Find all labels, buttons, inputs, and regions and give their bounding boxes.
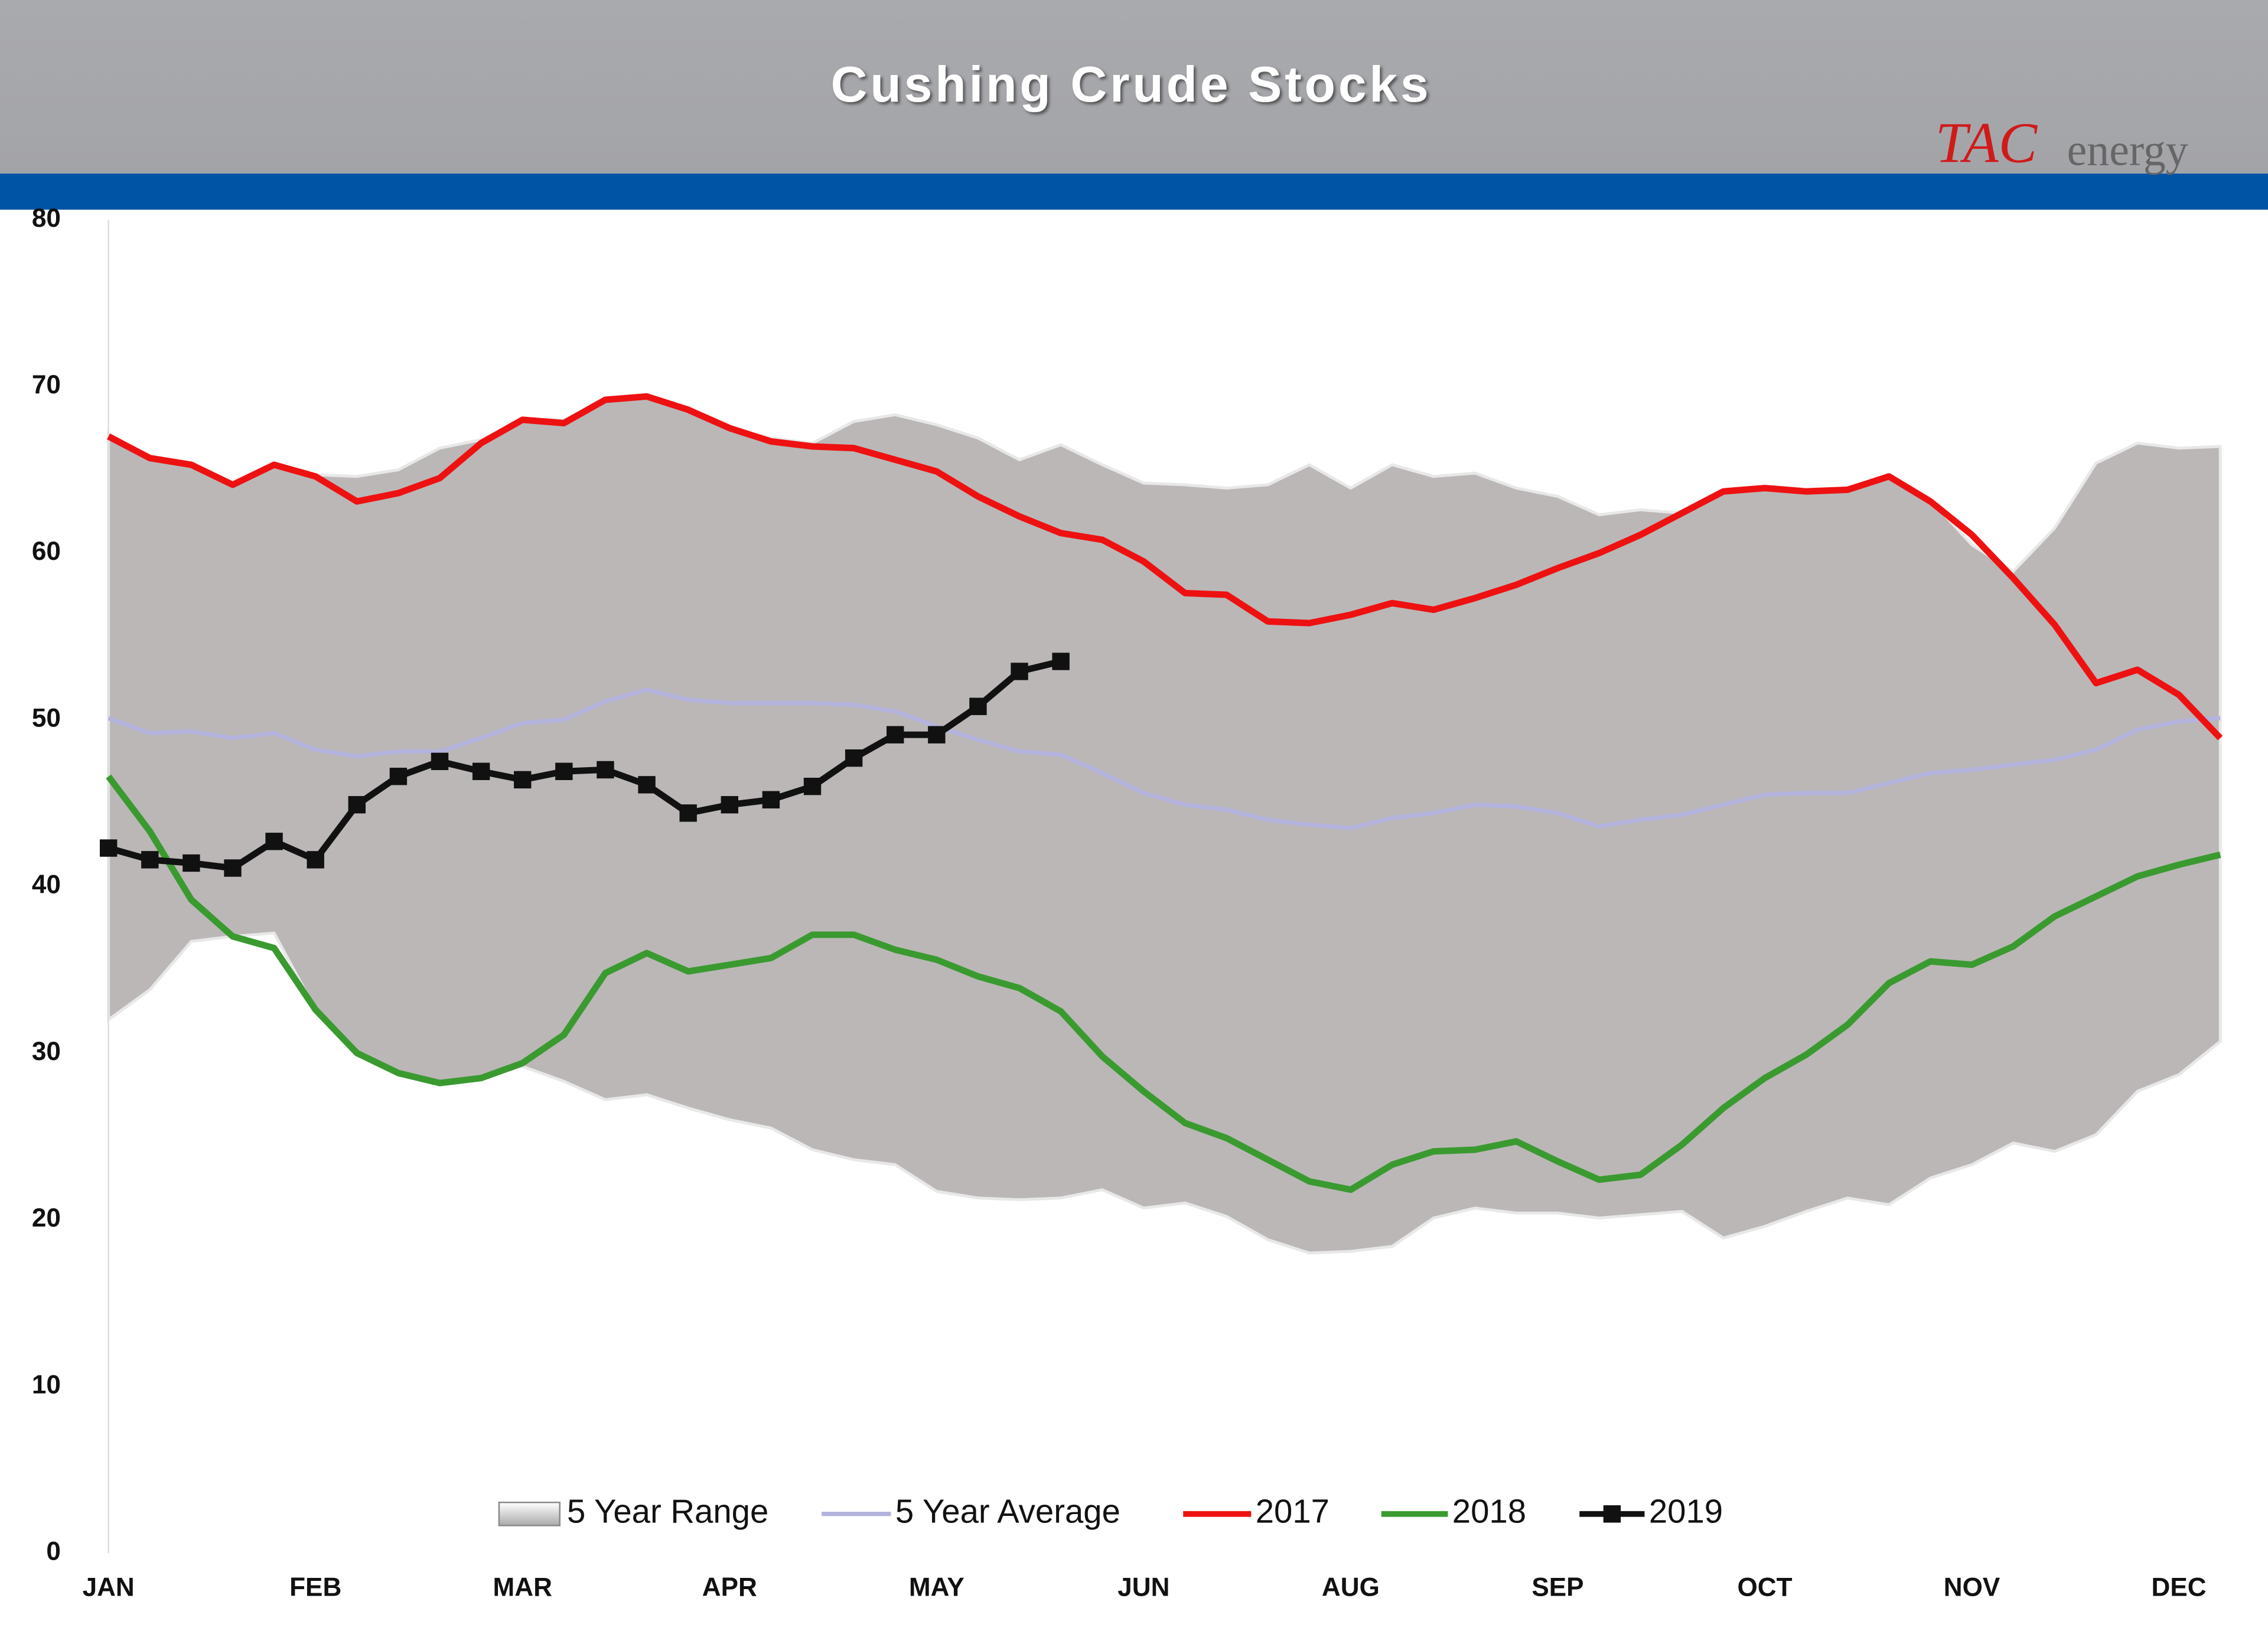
series-marker [183, 854, 200, 872]
logo-suffix: energy [2067, 125, 2188, 175]
series-marker [348, 796, 366, 814]
series-line [106, 774, 2221, 1193]
y-tick-label: 50 [32, 703, 61, 732]
x-tick-label: APR [702, 1573, 757, 1602]
y-tick-label: 30 [32, 1037, 61, 1066]
x-tick-label: FEB [289, 1573, 341, 1602]
x-tick-label: OCT [1737, 1573, 1792, 1602]
series-marker [141, 851, 159, 869]
legend-marker [1603, 1505, 1621, 1523]
range-area [107, 394, 2222, 1255]
x-tick-label: AUG [1322, 1573, 1380, 1602]
series-marker [679, 804, 697, 822]
legend-label: 5 Year Range [567, 1493, 768, 1530]
series-marker [969, 697, 987, 715]
series-marker [99, 839, 118, 857]
x-tick-label: MAR [493, 1573, 552, 1602]
y-tick-label: 0 [46, 1537, 61, 1566]
series-marker [307, 851, 324, 869]
series-marker [265, 833, 283, 850]
series-marker [514, 771, 532, 789]
series-marker [803, 778, 822, 795]
series-marker [928, 726, 946, 743]
series-marker [555, 762, 573, 780]
legend-label: 2017 [1256, 1493, 1329, 1530]
y-tick-label: 20 [32, 1204, 61, 1232]
y-tick-label: 70 [32, 370, 61, 399]
y-tick-label: 10 [32, 1370, 61, 1399]
series-marker [597, 761, 614, 779]
series-marker [638, 776, 656, 794]
x-tick-label: SEP [1531, 1573, 1583, 1602]
y-tick-label: 80 [32, 204, 61, 233]
y-tick-label: 40 [32, 870, 61, 899]
series-marker [389, 768, 408, 785]
header-stripe [0, 173, 2268, 210]
series-line [107, 687, 2221, 830]
logo-brand: TAC [1935, 112, 2038, 175]
series-marker [887, 726, 904, 743]
legend-swatch [498, 1501, 561, 1527]
x-tick-label: NOV [1944, 1573, 2000, 1602]
series-marker [845, 749, 863, 767]
chart-title: Cushing Crude Stocks [831, 56, 1432, 113]
y-tick-label: 60 [32, 537, 61, 566]
series-marker [1011, 663, 1028, 680]
x-tick-label: JUN [1117, 1573, 1169, 1602]
series-marker [472, 762, 490, 780]
legend-label: 2018 [1452, 1493, 1526, 1530]
header-band [0, 0, 2268, 174]
series-marker [1052, 653, 1070, 670]
series-marker [721, 796, 738, 814]
series-marker [762, 791, 780, 808]
plot-area: 0 10 20 30 40 50 60 70 80 JAN FEB MAR APR MAY JUN AUG SE… [32, 204, 2223, 1602]
series-line [107, 393, 2223, 741]
x-tick-label: DEC [2152, 1573, 2207, 1602]
x-tick-label: MAY [909, 1573, 964, 1602]
legend-label: 2019 [1649, 1493, 1723, 1530]
legend-label: 5 Year Average [895, 1493, 1120, 1530]
series-marker [224, 859, 242, 877]
x-tick-label: JAN [83, 1573, 135, 1602]
series-marker [431, 752, 449, 771]
